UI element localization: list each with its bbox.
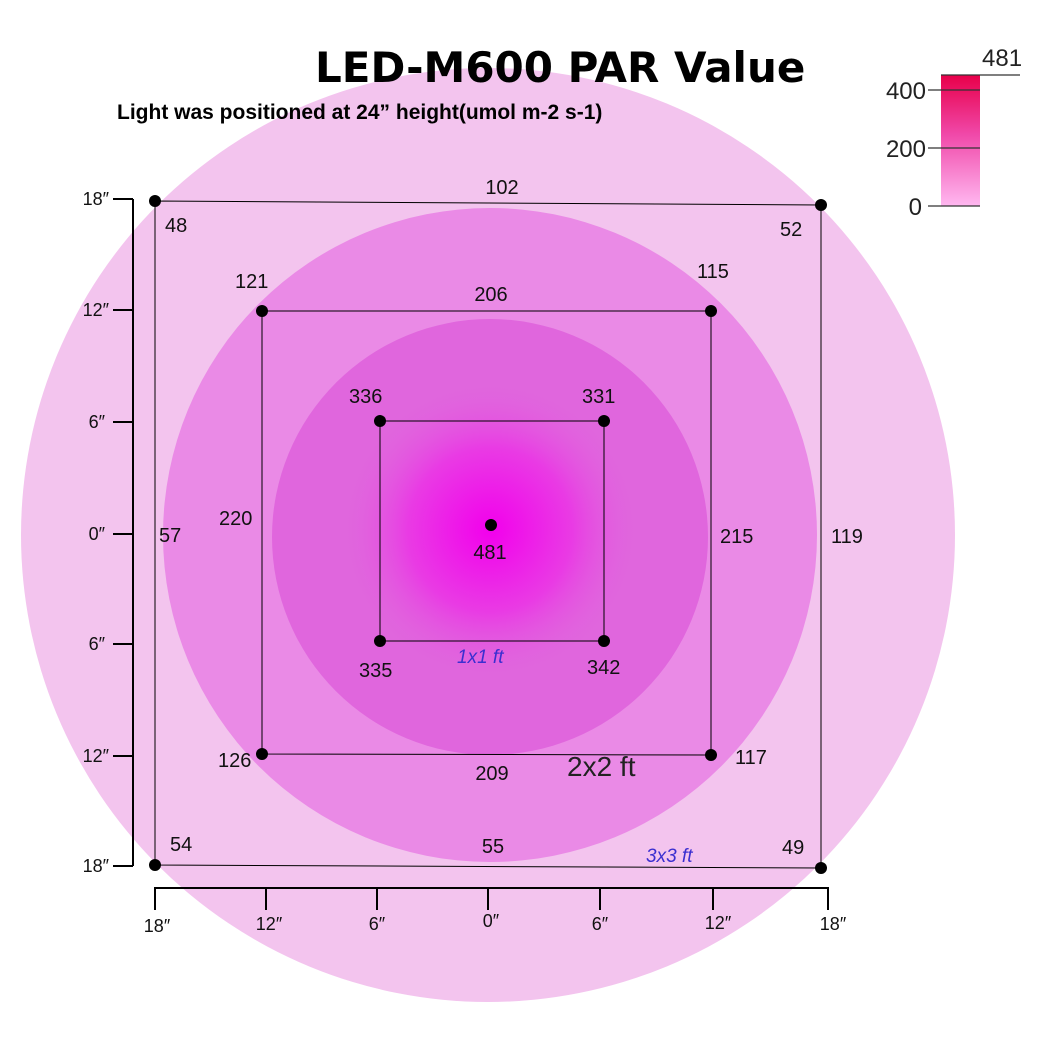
y-axis: 18″ 12″ 6″ 0″ 6″ 12″ 18″ [83, 189, 134, 876]
area-label-2x2: 2x2 ft [567, 751, 636, 782]
y-tick-label: 6″ [89, 412, 106, 432]
y-tick-label: 12″ [83, 300, 110, 320]
edge-value: 119 [831, 526, 863, 548]
measure-point [256, 748, 268, 760]
edge-value: 215 [720, 526, 753, 548]
legend-tick-label: 400 [886, 78, 926, 105]
edge-value: 206 [474, 284, 507, 306]
measure-point [705, 305, 717, 317]
legend-tick-label: 0 [909, 194, 922, 221]
square-1x1: 336 331 335 342 1x1 ft [349, 386, 620, 682]
color-legend: 481 400 200 0 [886, 45, 1022, 221]
corner-value: 115 [697, 261, 729, 283]
x-tick-label: 18″ [144, 916, 171, 936]
corner-value: 335 [359, 660, 392, 682]
corner-value: 117 [735, 747, 767, 769]
legend-tick-label: 200 [886, 136, 926, 163]
corner-value: 331 [582, 386, 615, 408]
measure-point [256, 305, 268, 317]
y-tick-label: 18″ [83, 189, 110, 209]
edge-value: 55 [482, 836, 504, 858]
measure-point [374, 635, 386, 647]
corner-value: 126 [218, 750, 251, 772]
square-3x3: 48 52 54 49 102 55 57 119 3x3 ft [149, 177, 863, 874]
y-tick-label: 12″ [83, 746, 110, 766]
measure-point [374, 415, 386, 427]
x-tick-label: 6″ [369, 914, 386, 934]
corner-value: 121 [235, 271, 268, 293]
measure-point [598, 635, 610, 647]
x-tick-label: 12″ [705, 913, 732, 933]
edge-value: 57 [159, 525, 181, 547]
measure-point [705, 749, 717, 761]
measure-point [598, 415, 610, 427]
measure-point [149, 195, 161, 207]
corner-value: 49 [782, 837, 804, 859]
y-tick-label: 0″ [89, 524, 106, 544]
center-value: 481 [473, 542, 506, 564]
legend-color-bar [941, 75, 980, 206]
corner-value: 54 [170, 834, 192, 856]
x-tick-label: 0″ [483, 911, 500, 931]
measure-point [815, 199, 827, 211]
corner-value: 342 [587, 657, 620, 679]
square-2x2: 121 115 126 117 206 209 220 215 2x2 ft [218, 261, 767, 785]
edge-value: 209 [475, 763, 508, 785]
page-subtitle: Light was positioned at 24” height(umol … [117, 101, 602, 124]
measure-point [815, 862, 827, 874]
corner-value: 336 [349, 386, 382, 408]
y-tick-label: 6″ [89, 634, 106, 654]
y-tick-label: 18″ [83, 856, 110, 876]
area-label-3x3: 3x3 ft [646, 846, 693, 867]
corner-value: 48 [165, 215, 187, 237]
corner-value: 52 [780, 219, 802, 241]
x-tick-label: 6″ [592, 914, 609, 934]
edge-value: 102 [485, 177, 518, 199]
measure-point [149, 859, 161, 871]
edge-value: 220 [219, 508, 252, 530]
x-axis: 18″ 12″ 6″ 0″ 6″ 12″ 18″ [144, 887, 847, 936]
legend-max-label: 481 [982, 45, 1022, 72]
x-tick-label: 18″ [820, 914, 847, 934]
page-title: LED-M600 PAR Value [315, 43, 805, 92]
x-tick-label: 12″ [256, 914, 283, 934]
area-label-1x1: 1x1 ft [457, 647, 504, 668]
center-measure-point [485, 519, 497, 531]
